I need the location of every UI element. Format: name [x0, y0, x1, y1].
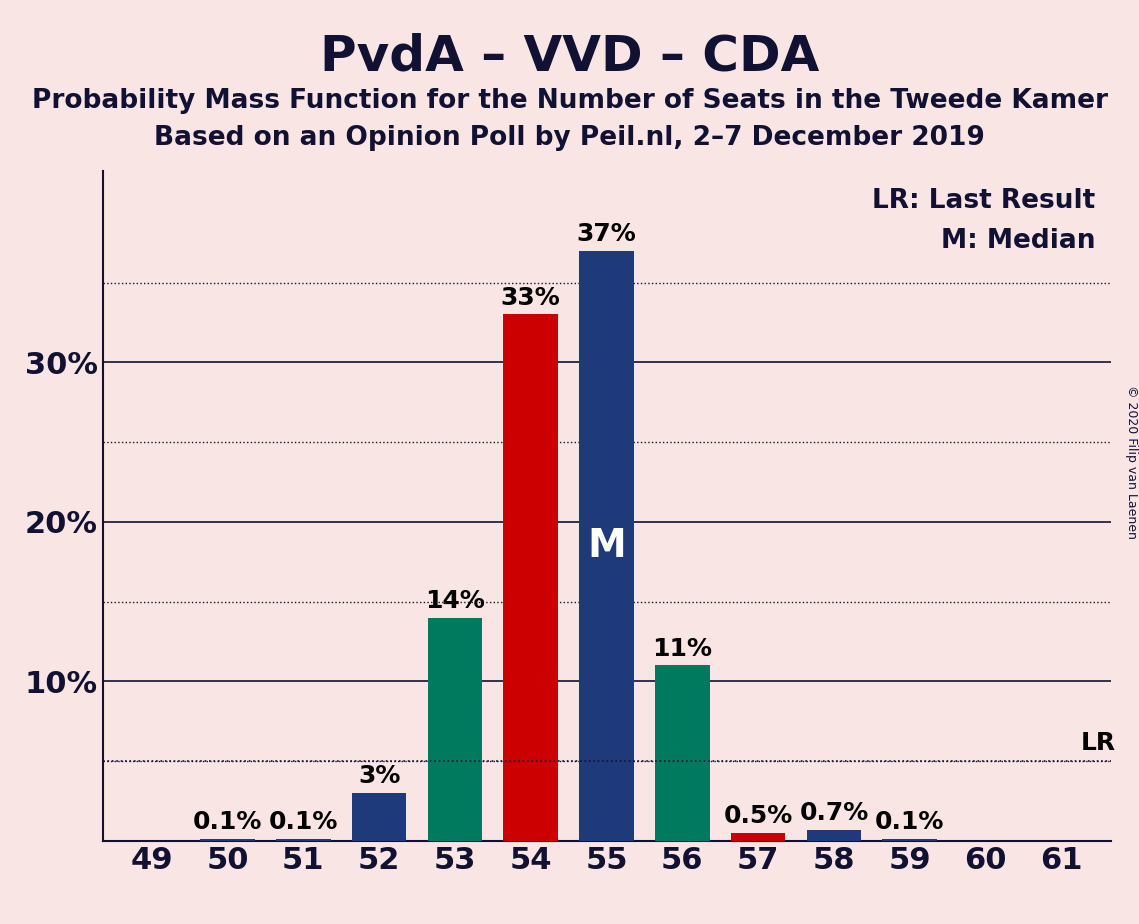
- Text: © 2020 Filip van Laenen: © 2020 Filip van Laenen: [1124, 385, 1138, 539]
- Text: 11%: 11%: [653, 637, 712, 661]
- Text: 0.1%: 0.1%: [269, 810, 338, 834]
- Text: 3%: 3%: [358, 764, 400, 788]
- Text: LR: LR: [1081, 731, 1116, 755]
- Bar: [731, 833, 786, 841]
- Text: 37%: 37%: [576, 222, 637, 246]
- Text: LR: Last Result: LR: Last Result: [872, 188, 1096, 213]
- Text: 0.1%: 0.1%: [192, 810, 262, 834]
- Text: M: M: [587, 527, 626, 565]
- Bar: [655, 665, 710, 841]
- Text: M: Median: M: Median: [941, 228, 1096, 254]
- Bar: [276, 839, 330, 841]
- Text: PvdA – VVD – CDA: PvdA – VVD – CDA: [320, 32, 819, 80]
- Text: 0.5%: 0.5%: [723, 804, 793, 828]
- Bar: [806, 830, 861, 841]
- Text: 33%: 33%: [501, 286, 560, 310]
- Bar: [883, 839, 937, 841]
- Text: 0.1%: 0.1%: [875, 810, 944, 834]
- Text: Based on an Opinion Poll by Peil.nl, 2–7 December 2019: Based on an Opinion Poll by Peil.nl, 2–7…: [154, 125, 985, 151]
- Text: 0.7%: 0.7%: [800, 801, 869, 825]
- Text: 14%: 14%: [425, 589, 485, 613]
- Bar: [503, 314, 558, 841]
- Text: Probability Mass Function for the Number of Seats in the Tweede Kamer: Probability Mass Function for the Number…: [32, 88, 1107, 114]
- Bar: [580, 250, 633, 841]
- Bar: [200, 839, 255, 841]
- Bar: [352, 793, 407, 841]
- Bar: [427, 617, 482, 841]
